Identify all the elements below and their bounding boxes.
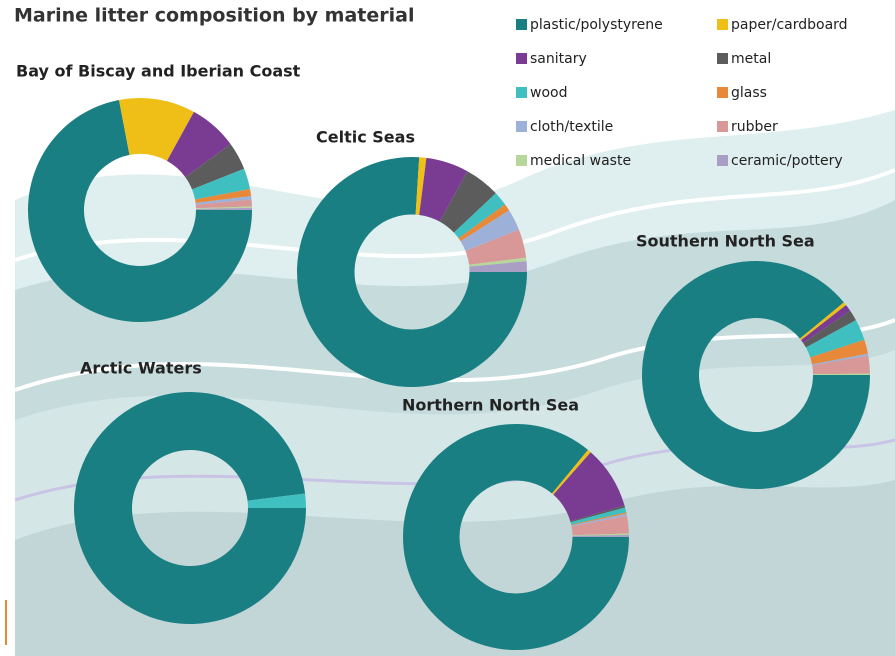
donut-slice bbox=[801, 305, 851, 343]
chart-title: Marine litter composition by material bbox=[14, 5, 414, 27]
donut-slice bbox=[185, 144, 245, 190]
donut-slice bbox=[28, 99, 253, 322]
legend-label: wood bbox=[530, 85, 567, 101]
donut-slice bbox=[552, 449, 591, 495]
donut-slice bbox=[469, 261, 527, 272]
donut-slice bbox=[570, 505, 626, 523]
legend-label: paper/cardboard bbox=[731, 17, 848, 33]
legend-swatch bbox=[516, 87, 527, 98]
legend-label: ceramic/pottery bbox=[731, 153, 843, 169]
donut-slice bbox=[415, 157, 427, 215]
legend-label: rubber bbox=[731, 119, 778, 135]
donut-slice bbox=[812, 373, 870, 375]
donut-slice bbox=[460, 210, 519, 251]
donut-slice bbox=[402, 424, 629, 651]
donut-title: Northern North Sea bbox=[402, 396, 579, 415]
donut-slice bbox=[571, 513, 627, 527]
donut-slice bbox=[195, 207, 252, 210]
donut-slice bbox=[570, 507, 627, 525]
legend-label: cloth/textile bbox=[530, 119, 613, 135]
legend-swatch bbox=[717, 155, 728, 166]
donut-slice bbox=[641, 261, 870, 490]
donut-slice bbox=[166, 111, 231, 178]
donut-slice bbox=[439, 171, 496, 233]
donut-slice bbox=[553, 452, 625, 522]
donut-slice bbox=[195, 189, 252, 203]
legend-swatch bbox=[717, 121, 728, 132]
donut-slice bbox=[799, 302, 847, 341]
legend-label: metal bbox=[731, 51, 771, 67]
donut-title: Celtic Seas bbox=[316, 128, 415, 147]
legend-swatch bbox=[717, 19, 728, 30]
donut-slice bbox=[247, 493, 306, 508]
donut-slice bbox=[812, 355, 870, 375]
legend-label: medical waste bbox=[530, 153, 631, 169]
donut-slice bbox=[469, 257, 527, 267]
donut-slice bbox=[572, 534, 629, 537]
donut-slice bbox=[419, 157, 468, 222]
donut-slice bbox=[119, 98, 194, 161]
donut-slice bbox=[192, 168, 251, 200]
donut-slice bbox=[811, 353, 869, 366]
legend-label: sanitary bbox=[530, 51, 587, 67]
donut-slice bbox=[453, 193, 506, 239]
donut-title: Arctic Waters bbox=[80, 359, 202, 378]
legend-swatch bbox=[717, 53, 728, 64]
legend-swatch bbox=[516, 53, 527, 64]
donut-slice bbox=[465, 229, 527, 265]
donut-slice bbox=[805, 320, 865, 358]
donut-slice bbox=[195, 199, 252, 209]
donut-slice bbox=[803, 310, 856, 348]
donut-slice bbox=[195, 206, 252, 209]
donut-slice bbox=[572, 533, 629, 536]
legend-swatch bbox=[516, 19, 527, 30]
donut-slice bbox=[571, 512, 627, 526]
donut-slice bbox=[195, 195, 252, 205]
legend-swatch bbox=[516, 155, 527, 166]
donut-title: Southern North Sea bbox=[636, 232, 815, 251]
donut-slice bbox=[458, 204, 510, 242]
donut-title: Bay of Biscay and Iberian Coast bbox=[16, 62, 301, 81]
legend-swatch bbox=[516, 121, 527, 132]
donut-slice bbox=[810, 339, 868, 365]
donut-slice bbox=[297, 157, 527, 387]
legend-label: glass bbox=[731, 85, 767, 101]
legend-label: plastic/polystyrene bbox=[530, 17, 663, 33]
legend-swatch bbox=[717, 87, 728, 98]
donut-slice bbox=[571, 515, 629, 536]
donut-slice bbox=[74, 392, 306, 625]
